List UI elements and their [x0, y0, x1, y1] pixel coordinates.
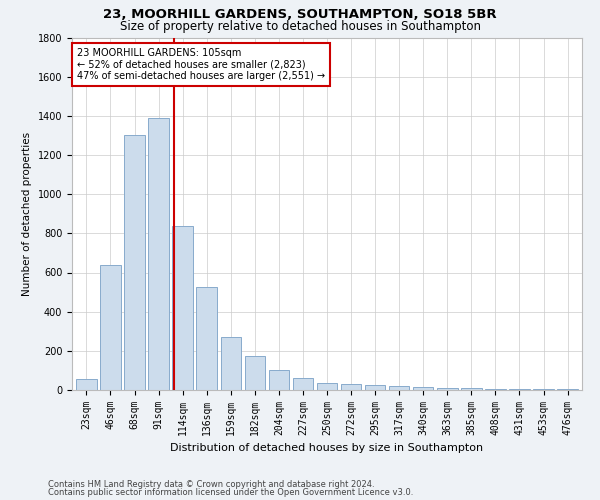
Text: 23 MOORHILL GARDENS: 105sqm
← 52% of detached houses are smaller (2,823)
47% of : 23 MOORHILL GARDENS: 105sqm ← 52% of det…: [77, 48, 325, 82]
Text: 23, MOORHILL GARDENS, SOUTHAMPTON, SO18 5BR: 23, MOORHILL GARDENS, SOUTHAMPTON, SO18 …: [103, 8, 497, 20]
Y-axis label: Number of detached properties: Number of detached properties: [22, 132, 32, 296]
Bar: [317, 383, 337, 390]
Bar: [509, 389, 530, 390]
Bar: [245, 356, 265, 390]
Bar: [269, 370, 289, 390]
Bar: [485, 389, 506, 390]
Bar: [293, 378, 313, 390]
Bar: [461, 388, 482, 390]
Bar: [341, 384, 361, 390]
Text: Contains public sector information licensed under the Open Government Licence v3: Contains public sector information licen…: [48, 488, 413, 497]
Bar: [196, 287, 217, 390]
Bar: [389, 386, 409, 390]
Bar: [76, 379, 97, 390]
Text: Contains HM Land Registry data © Crown copyright and database right 2024.: Contains HM Land Registry data © Crown c…: [48, 480, 374, 489]
Text: Size of property relative to detached houses in Southampton: Size of property relative to detached ho…: [119, 20, 481, 33]
Bar: [413, 387, 433, 390]
Bar: [221, 337, 241, 390]
X-axis label: Distribution of detached houses by size in Southampton: Distribution of detached houses by size …: [170, 444, 484, 454]
Bar: [437, 388, 458, 390]
Bar: [148, 118, 169, 390]
Bar: [365, 385, 385, 390]
Bar: [100, 264, 121, 390]
Bar: [124, 136, 145, 390]
Bar: [172, 226, 193, 390]
